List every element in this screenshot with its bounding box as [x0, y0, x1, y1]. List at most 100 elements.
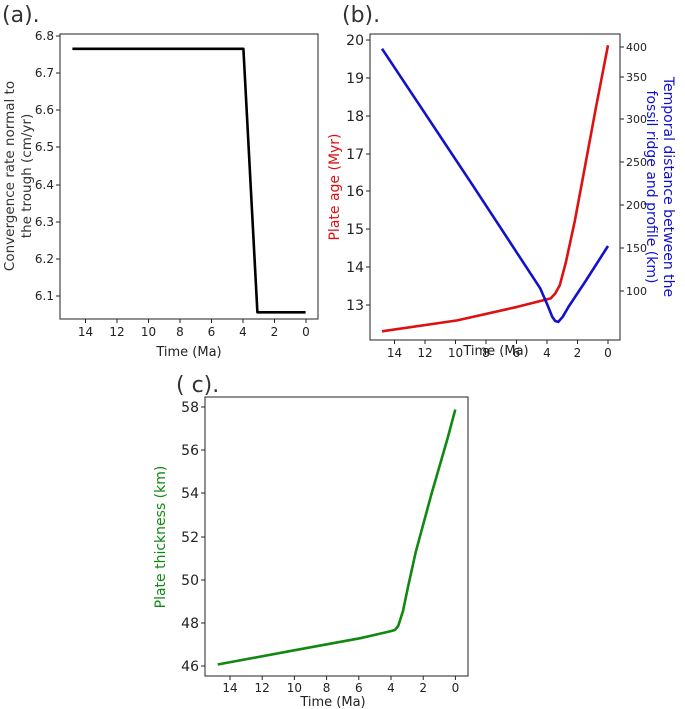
y-tick: 6.5 — [35, 140, 60, 154]
y-tick-label: 20 — [346, 33, 364, 49]
x-tick: 8 — [482, 340, 490, 360]
x-tick: 12 — [255, 676, 270, 695]
y2-tick: 350 — [620, 71, 647, 84]
x-tick: 0 — [452, 676, 459, 695]
panel-b-x-ticks: 14 12 10 8 6 4 2 0 — [387, 340, 612, 360]
y-tick-label: 6.6 — [35, 103, 54, 117]
x-tick: 8 — [323, 676, 331, 695]
y-tick: 6.2 — [35, 252, 60, 266]
x-tick: 6 — [208, 319, 216, 339]
x-tick-label: 6 — [513, 346, 521, 360]
panel-c-plot-frame — [204, 396, 469, 677]
x-tick: 0 — [604, 340, 612, 360]
panel-c-y-ticks: 46 48 50 52 54 56 58 — [181, 400, 205, 675]
y-tick-label: 6.1 — [35, 289, 54, 303]
x-tick: 12 — [417, 340, 433, 360]
y2-tick: 300 — [620, 113, 647, 126]
x-tick: 10 — [448, 340, 463, 360]
y-tick-label: 13 — [346, 298, 364, 314]
x-tick: 14 — [222, 676, 238, 695]
y-tick-label: 15 — [346, 222, 364, 238]
y2-tick-label: 400 — [626, 41, 647, 54]
x-tick: 0 — [302, 319, 310, 339]
x-tick-label: 0 — [604, 346, 612, 360]
panel-a-x-ticks: 14 12 10 8 6 4 2 0 — [78, 319, 310, 339]
plate-age-line — [381, 45, 610, 333]
x-tick-label: 4 — [543, 346, 551, 360]
panel-b-y2label-line-1: Temporal distance between the — [660, 76, 676, 297]
panel-c-plot-area — [217, 409, 457, 666]
panel-a-xlabel: Time (Ma) — [155, 345, 221, 360]
y-tick-label: 6.7 — [35, 66, 54, 80]
x-tick-label: 2 — [271, 325, 279, 339]
panel-b-y2label-line-2: fossil ridge and profile (km) — [643, 91, 659, 284]
x-tick: 14 — [387, 340, 402, 360]
y2-tick-label: 200 — [626, 199, 647, 212]
y2-tick-label: 350 — [626, 71, 647, 84]
x-tick-label: 2 — [574, 346, 582, 360]
x-tick-label: 10 — [448, 346, 463, 360]
plate-thickness-line — [217, 409, 457, 666]
x-tick-label: 6 — [355, 681, 363, 695]
x-tick-label: 8 — [176, 325, 184, 339]
y2-tick: 250 — [620, 156, 647, 169]
y-tick: 13 — [346, 298, 370, 314]
x-tick-label: 12 — [255, 681, 270, 695]
x-tick-label: 8 — [482, 346, 490, 360]
y2-tick: 100 — [620, 285, 647, 298]
x-tick: 10 — [141, 319, 156, 339]
panel-c-x-ticks: 14 12 10 8 6 4 2 0 — [222, 676, 459, 695]
x-tick: 4 — [387, 676, 395, 695]
x-tick: 6 — [355, 676, 363, 695]
panel-a-label: (a). — [2, 3, 40, 28]
panel-c: ( c). 14 12 10 8 6 4 2 0 46 48 50 52 54 … — [153, 373, 469, 709]
y-tick-label: 56 — [181, 443, 199, 459]
y-tick-label: 58 — [181, 400, 199, 416]
x-tick-label: 10 — [141, 325, 156, 339]
y-tick-label: 54 — [181, 486, 199, 502]
panel-c-ylabel: Plate thickness (km) — [153, 466, 169, 609]
y-tick-label: 52 — [181, 530, 199, 546]
y-tick: 6.4 — [35, 178, 60, 192]
x-tick: 4 — [239, 319, 247, 339]
y-tick-label: 48 — [181, 616, 199, 632]
convergence-rate-line — [72, 47, 306, 314]
x-tick-label: 14 — [222, 681, 237, 695]
y-tick: 6.8 — [35, 29, 60, 43]
y2-tick-label: 250 — [626, 156, 647, 169]
y-tick: 56 — [181, 443, 205, 459]
y2-tick-label: 100 — [626, 285, 647, 298]
x-tick: 4 — [543, 340, 551, 360]
y-tick: 16 — [346, 184, 370, 200]
y-tick: 58 — [181, 400, 205, 416]
panel-a-plot-area — [72, 47, 306, 314]
x-tick-label: 10 — [287, 681, 302, 695]
x-tick-label: 4 — [387, 681, 395, 695]
x-tick: 8 — [176, 319, 184, 339]
y-tick-label: 14 — [346, 260, 364, 276]
y2-tick: 200 — [620, 199, 647, 212]
x-tick-label: 14 — [387, 346, 402, 360]
y-tick-label: 17 — [346, 147, 364, 163]
y2-tick-label: 300 — [626, 113, 647, 126]
panel-b-ylabel: Plate age (Myr) — [327, 133, 343, 240]
panel-b-xlabel: Time (Ma) — [462, 344, 528, 359]
y2-tick-label: 150 — [626, 242, 647, 255]
x-tick: 10 — [287, 676, 302, 695]
x-tick: 6 — [513, 340, 521, 360]
y-tick: 18 — [346, 109, 370, 125]
y-tick-label: 6.3 — [35, 215, 54, 229]
panel-a-ylabel-line-2: the trough (cm/yr) — [19, 114, 35, 238]
y2-tick: 400 — [620, 41, 647, 54]
x-tick: 2 — [574, 340, 582, 360]
x-tick-label: 6 — [208, 325, 216, 339]
panel-b-y2-ticks: 100 150 200 250 300 350 400 — [620, 41, 647, 298]
x-tick-label: 8 — [323, 681, 331, 695]
panel-a-ylabel-line-1: Convergence rate normal to — [2, 81, 18, 271]
x-tick-label: 14 — [78, 325, 93, 339]
y-tick: 19 — [346, 71, 370, 87]
y-tick: 46 — [181, 659, 205, 675]
y-tick-label: 6.2 — [35, 252, 54, 266]
y-tick: 54 — [181, 486, 205, 502]
x-tick-label: 2 — [419, 681, 427, 695]
